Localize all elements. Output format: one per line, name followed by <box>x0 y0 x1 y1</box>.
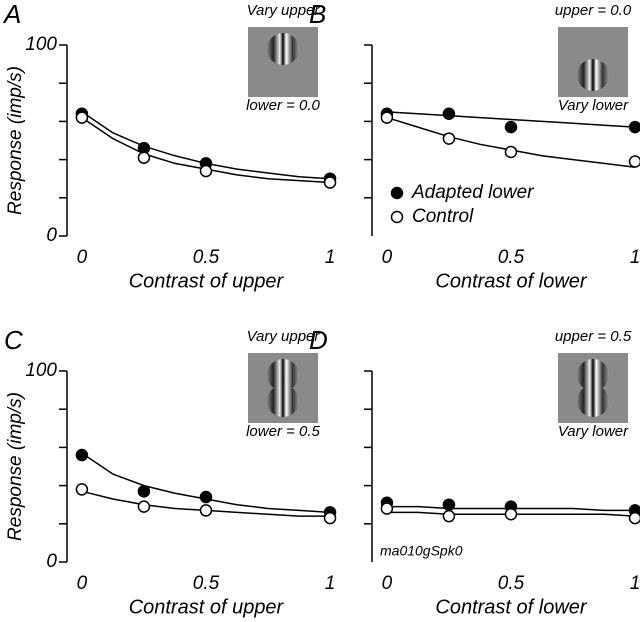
inset-top-label: Vary upper <box>247 328 321 345</box>
data-point <box>323 176 337 189</box>
legend-marker <box>390 210 404 224</box>
data-point <box>628 511 640 525</box>
data-point <box>75 483 89 496</box>
x-tick-label: 0 <box>382 573 393 594</box>
data-point <box>380 111 394 124</box>
data-point <box>199 490 213 504</box>
data-point <box>628 155 640 168</box>
stimulus-lower <box>577 385 609 417</box>
legend-label: Adapted lower <box>411 182 534 203</box>
inset-bottom-label: lower = 0.5 <box>246 423 320 440</box>
stimulus-inset <box>558 353 628 423</box>
fit-curve <box>386 111 636 128</box>
stimulus-upper <box>267 33 299 65</box>
data-point <box>442 107 456 121</box>
data-point <box>442 498 456 511</box>
panel-label: A <box>2 0 21 29</box>
stimulus-lower <box>267 385 299 417</box>
panel-label: C <box>4 325 23 355</box>
y-axis-label: Response (imp/s) <box>5 66 26 215</box>
data-point <box>380 502 394 515</box>
y-tick-label: 100 <box>25 34 57 55</box>
y-tick-label: 100 <box>25 360 57 381</box>
panel: A 0 100 0 0.5 1 Contrast of upper Response (imp… <box>2 0 337 292</box>
inset-top-label: Vary upper <box>247 2 321 19</box>
stimulus-upper <box>577 359 609 391</box>
stimulus-inset <box>558 27 628 97</box>
x-tick-label: 0 <box>77 247 88 268</box>
inset-top-label: upper = 0.0 <box>555 2 632 19</box>
y-axis-label: Response (imp/s) <box>5 392 26 541</box>
x-tick-label: 1 <box>630 247 640 268</box>
x-tick-label: 1 <box>630 573 640 594</box>
stimulus-upper <box>267 359 299 391</box>
data-point <box>199 164 213 178</box>
data-point <box>137 151 151 164</box>
data-point <box>323 511 337 525</box>
data-point <box>75 111 89 124</box>
inset-bottom-label: Vary lower <box>558 97 629 114</box>
data-point <box>504 145 518 159</box>
panel: D 0 0.5 1 Contrast of lower upper = 0.5 Vary l… <box>309 325 640 618</box>
legend-marker <box>390 186 404 200</box>
data-point <box>442 509 456 523</box>
data-point <box>137 485 151 498</box>
panel: B 0 0.5 1 Contrast of lower upper = 0.0 Vary l… <box>309 0 640 292</box>
y-tick-label: 0 <box>46 225 57 246</box>
x-tick-label: 0.5 <box>498 573 525 594</box>
inset-top-label: upper = 0.5 <box>555 328 632 345</box>
data-point <box>628 120 640 134</box>
stimulus-lower <box>577 59 609 91</box>
x-axis-label: Contrast of lower <box>435 596 588 618</box>
x-axis-label: Contrast of upper <box>129 596 285 618</box>
fit-curve <box>81 452 331 514</box>
x-tick-label: 0.5 <box>498 247 525 268</box>
inset-bottom-label: Vary lower <box>558 423 629 440</box>
legend-label: Control <box>412 206 474 227</box>
x-tick-label: 1 <box>325 247 336 268</box>
y-tick-label: 0 <box>46 551 57 572</box>
data-point <box>137 500 151 513</box>
x-tick-label: 0 <box>77 573 88 594</box>
panel-label: B <box>309 0 326 29</box>
data-point <box>504 508 518 521</box>
x-axis-label: Contrast of upper <box>129 270 285 292</box>
x-tick-label: 0 <box>382 247 393 268</box>
data-point <box>442 132 456 145</box>
data-point <box>199 504 213 517</box>
x-tick-label: 0.5 <box>193 573 220 594</box>
x-tick-label: 1 <box>325 573 336 594</box>
x-tick-label: 0.5 <box>193 247 220 268</box>
inset-bottom-label: lower = 0.0 <box>246 97 320 114</box>
panel-label: D <box>309 325 328 355</box>
stimulus-inset <box>248 353 318 423</box>
data-point <box>75 448 89 462</box>
panel: C 0 100 0 0.5 1 Contrast of upper Response (imp… <box>4 325 337 618</box>
x-axis-label: Contrast of lower <box>435 270 588 292</box>
annotation: ma010gSpk0 <box>380 543 463 559</box>
data-point <box>504 120 518 134</box>
stimulus-inset <box>248 27 318 97</box>
